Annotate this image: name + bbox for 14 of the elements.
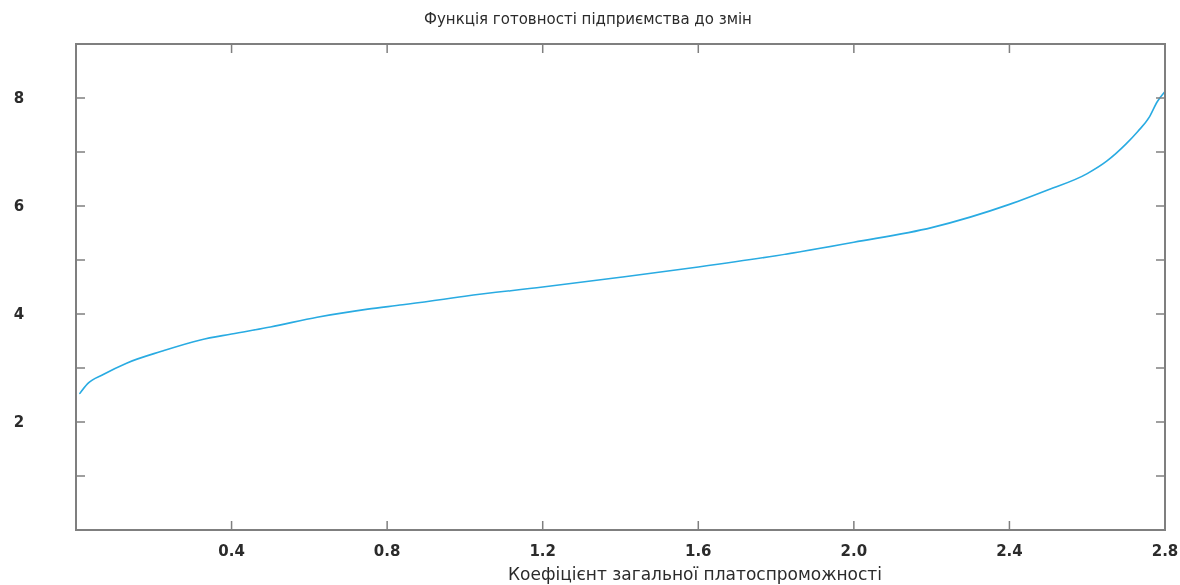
chart-title: Функція готовності підприємства до змін xyxy=(424,10,752,28)
y-tick-label: 4 xyxy=(13,305,25,324)
x-tick-label: 0.4 xyxy=(218,542,245,560)
y-tick-label: 8 xyxy=(13,89,25,108)
x-tick-label: 2.4 xyxy=(996,542,1023,560)
y-tick-label: 6 xyxy=(13,197,25,216)
x-tick-label: 0.8 xyxy=(373,542,401,560)
x-tick-label: 2.0 xyxy=(840,542,868,560)
y-tick-label: 2 xyxy=(13,413,25,432)
x-tick-label: 1.6 xyxy=(685,542,712,560)
x-tick-label: 2.8 xyxy=(1151,542,1179,560)
x-axis-title: Коефіцієнт загальної платоспроможності xyxy=(508,564,882,584)
x-tick-label: 1.2 xyxy=(529,542,556,560)
line-series xyxy=(79,90,1166,395)
